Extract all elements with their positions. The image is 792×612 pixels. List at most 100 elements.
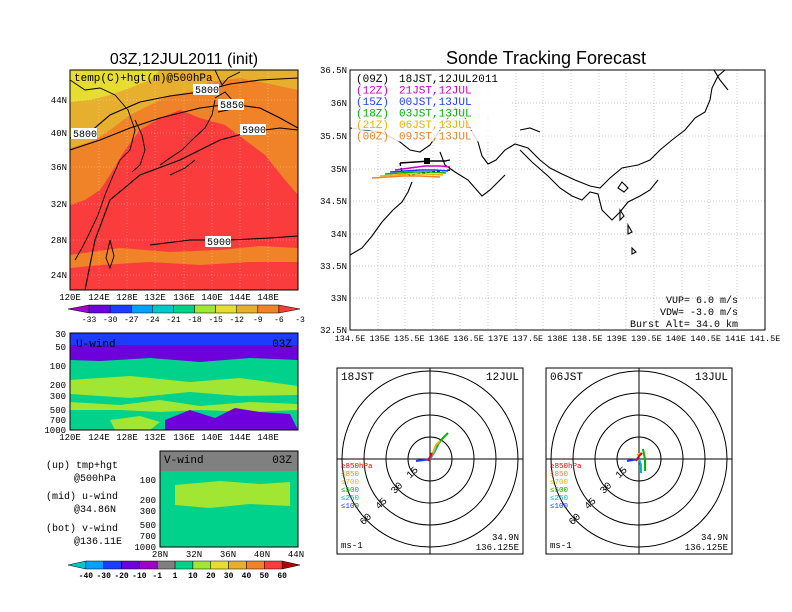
contour-label-5900b: 5900	[207, 238, 231, 249]
wind-colorbar-swatch	[156, 560, 176, 570]
wind-colorbar-swatch	[103, 560, 122, 570]
track-12z	[394, 165, 451, 171]
uwind-section	[70, 333, 298, 430]
track-lon-tick: 138E	[547, 334, 567, 344]
wind-colorbar-label: -20	[114, 572, 129, 581]
map500-lat-ticks: 44N 40N 36N 32N 28N 24N	[51, 96, 67, 281]
uwind-p-50: 50	[55, 343, 66, 353]
vwind-p-ticks: 100 200 300 500 700 1000	[134, 476, 156, 553]
track-lon-tick: 137E	[488, 334, 508, 344]
lon-tick-120e: 120E	[59, 293, 81, 303]
hodograph-legend-item: ≤250	[341, 495, 360, 503]
launch-legend-time: 09JST,13JUL	[399, 132, 472, 144]
hodograph-unit: ms-1	[341, 541, 363, 551]
wind-colorbar-swatch	[139, 560, 158, 570]
hodograph-lat: 34.9N	[701, 533, 728, 543]
note-up: (up) tmp+hgt	[46, 460, 118, 472]
hodograph-trace	[642, 448, 646, 471]
temp-colorbar-label: -6	[274, 316, 284, 325]
track-lon-tick: 136E	[429, 334, 449, 344]
launch-site-marker	[424, 158, 430, 164]
map500-lon-ticks: 120E 124E 128E 132E 136E 140E 144E 148E	[59, 293, 279, 303]
track-lon-tick: 140E	[666, 334, 686, 344]
wind-colorbar-swatch	[174, 560, 194, 570]
vwind-top-gray	[160, 451, 298, 471]
hodograph-legend-item: ≤850	[550, 471, 569, 479]
temp-colorbar-swatch	[131, 304, 153, 314]
vwind-lat-32n: 32N	[186, 550, 202, 560]
wind-colorbar-label: 10	[188, 572, 198, 581]
wind-colorbar-swatch	[85, 560, 104, 570]
uwind-p-100: 100	[50, 362, 66, 372]
note-mid-sub: @34.86N	[74, 504, 116, 516]
left-title: 03Z,12JUL2011 (init)	[110, 51, 258, 68]
right-title: Sonde Tracking Forecast	[446, 48, 646, 68]
track-lon-tick: 134.5E	[335, 334, 366, 344]
tlat-36-5: 36.5N	[320, 66, 347, 76]
uwind-lon-ticks: 120E 124E 128E 132E 136E 140E 144E 148E	[59, 433, 279, 443]
legend-notes: (up) tmp+hgt @500hPa (mid) u-wind @34.86…	[46, 460, 122, 548]
lat-tick-24n: 24N	[51, 271, 67, 281]
wind-colorbar-swatch	[228, 560, 247, 570]
lon-tick-148e: 148E	[257, 293, 279, 303]
hodograph-legend-item: ≤500	[550, 487, 569, 495]
uwind-lon-140e: 140E	[201, 433, 223, 443]
wind-colorbar-label: 20	[206, 572, 216, 581]
lon-tick-144e: 144E	[229, 293, 251, 303]
contour-label-5800a: 5800	[195, 86, 219, 97]
uwind-p-1000: 1000	[44, 426, 66, 436]
hodograph-date: 13JUL	[695, 372, 728, 384]
launch-legend-bg	[352, 130, 512, 142]
lat-tick-44n: 44N	[51, 96, 67, 106]
track-lon-tick: 135.5E	[394, 334, 425, 344]
uwind-time: 03Z	[272, 339, 292, 351]
hodograph-lon: 136.125E	[685, 543, 728, 553]
tlat-35-5: 35.5N	[320, 132, 347, 142]
track-params: VUP= 6.0 m/s VDW= -3.0 m/s Burst Alt= 34…	[630, 295, 738, 331]
wind-colorbar-label: 30	[224, 572, 234, 581]
uwind-lon-144e: 144E	[229, 433, 251, 443]
uwind-p-ticks: 30 50 100 200 300 500 700 1000	[44, 330, 66, 436]
track-15z	[389, 169, 449, 173]
temp-colorbar-swatch	[152, 304, 174, 314]
vwind-p-300: 300	[140, 507, 156, 517]
hodograph-legend-item: ≥850hPa	[341, 463, 373, 471]
uwind-p-300: 300	[50, 392, 66, 402]
uwind-p-700: 700	[50, 416, 66, 426]
temp-colorbar-swatch	[173, 304, 195, 314]
launch-legend-tag: (12Z)	[356, 86, 389, 98]
lon-tick-128e: 128E	[116, 293, 138, 303]
temp-colorbar-swatch	[236, 304, 259, 314]
note-bot-sub: @136.11E	[74, 536, 122, 548]
track-lon-tick: 139E	[607, 334, 627, 344]
launch-legend-time: 06JST,13JUL	[399, 120, 472, 132]
launch-legend-time: 00JST,13JUL	[399, 97, 472, 109]
temp-colorbar-label: -15	[208, 316, 223, 325]
launch-legend-bg	[352, 119, 512, 130]
map500-label: temp(C)+hgt(m)@500hPa	[74, 73, 213, 85]
track-lon-ticks: 134.5E 135E 135.5E 136E 136.5E 137E 137.5E 138E…	[335, 334, 781, 344]
tlat-32-5: 32.5N	[320, 326, 347, 336]
wind-colorbar-label: -30	[96, 572, 111, 581]
hodograph-trace	[431, 440, 441, 456]
lat-tick-32n: 32N	[51, 200, 67, 210]
temp-field-lightorange	[70, 70, 298, 148]
vwind-label: V-wind	[164, 455, 204, 467]
note-bot: (bot) v-wind	[46, 523, 118, 535]
uwind-label: U-wind	[76, 339, 116, 351]
hodograph-trace	[429, 444, 439, 460]
wind-colorbar-swatch	[246, 560, 265, 570]
launch-legend-time: 18JST,12JUL2011	[399, 74, 498, 86]
temp-colorbar-swatch	[215, 304, 237, 314]
launch-legend-tag: (09Z)	[356, 74, 389, 86]
hodograph-lat: 34.9N	[492, 533, 519, 543]
track-lon-tick: 141.5E	[750, 334, 781, 344]
hodograph-legend-item: ≤100	[341, 503, 360, 511]
hodograph-legend-item: ≥850hPa	[550, 463, 582, 471]
launch-legend-tag: (21Z)	[356, 120, 389, 132]
uwind-lon-136e: 136E	[173, 433, 195, 443]
note-mid: (mid) u-wind	[46, 491, 118, 503]
